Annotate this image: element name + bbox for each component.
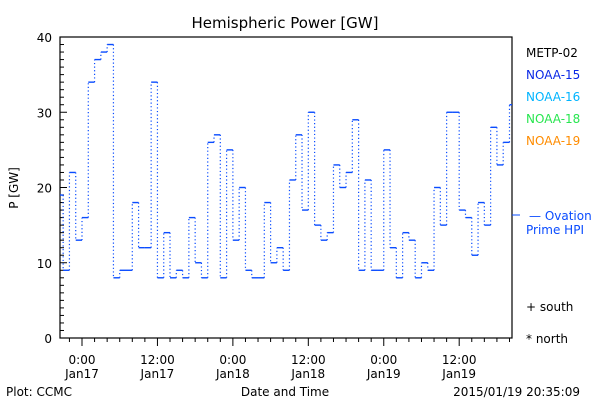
x-tick-date-label: Jan17 — [64, 367, 99, 381]
y-tick-label: 30 — [37, 106, 52, 120]
legend-model-line1: — Ovation — [529, 209, 592, 223]
x-tick-time-label: 12:00 — [140, 353, 175, 367]
x-tick-date-label: Jan19 — [441, 367, 476, 381]
legend-item: NOAA-19 — [526, 134, 580, 148]
y-tick-label: 40 — [37, 31, 52, 45]
legend-item: NOAA-15 — [526, 68, 580, 82]
y-axis-label: P [GW] — [7, 167, 21, 209]
x-tick-time-label: 0:00 — [69, 353, 96, 367]
y-tick-label: 0 — [44, 332, 52, 346]
legend-north: * north — [526, 332, 568, 346]
x-tick-time-label: 12:00 — [442, 353, 477, 367]
x-tick-time-label: 0:00 — [370, 353, 397, 367]
legend-item: NOAA-16 — [526, 90, 580, 104]
legend-south: + south — [526, 300, 573, 314]
x-tick-date-label: Jan17 — [140, 367, 175, 381]
legend: METP-02 NOAA-15 NOAA-16 NOAA-18 NOAA-19 … — [512, 46, 592, 346]
x-tick-date-label: Jan18 — [290, 367, 325, 381]
footer-timestamp: 2015/01/19 20:35:09 — [453, 385, 580, 399]
x-tick-time-label: 12:00 — [291, 353, 326, 367]
legend-item: METP-02 — [526, 46, 578, 60]
x-tick-date-label: Jan18 — [215, 367, 250, 381]
footer-credit: Plot: CCMC — [6, 385, 72, 399]
x-tick-date-label: Jan19 — [366, 367, 401, 381]
x-axis-label: Date and Time — [241, 385, 329, 399]
plot-frame — [59, 36, 513, 339]
legend-model-line2: Prime HPI — [526, 223, 584, 237]
y-tick-label: 10 — [37, 257, 52, 271]
chart-title: Hemispheric Power [GW] — [192, 14, 379, 32]
x-tick-time-label: 0:00 — [219, 353, 246, 367]
legend-item: NOAA-18 — [526, 112, 580, 126]
y-tick-label: 20 — [37, 182, 52, 196]
